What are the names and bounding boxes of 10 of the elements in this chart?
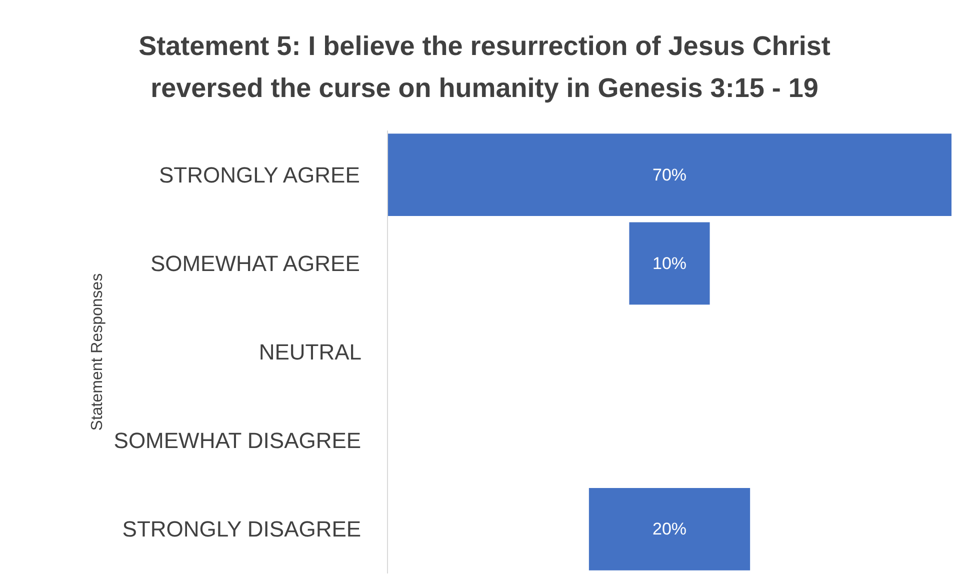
data-label: 10% [652, 254, 687, 273]
data-label: 20% [652, 520, 687, 539]
category-label: STRONGLY AGREE [158, 162, 360, 188]
data-label: 70% [652, 165, 687, 184]
category-label: SOMEWHAT DISAGREE [114, 428, 362, 454]
category-label: STRONGLY DISAGREE [122, 516, 362, 542]
category-label: NEUTRAL [258, 340, 362, 364]
text: Statement Responses [88, 273, 106, 431]
category-label: SOMEWHAT AGREE [150, 250, 360, 276]
text: Statement 5: I believe the resurrection of Jesus Christ reversed the curse on humanity in Genesis 3:15 - 19 [138, 30, 830, 105]
